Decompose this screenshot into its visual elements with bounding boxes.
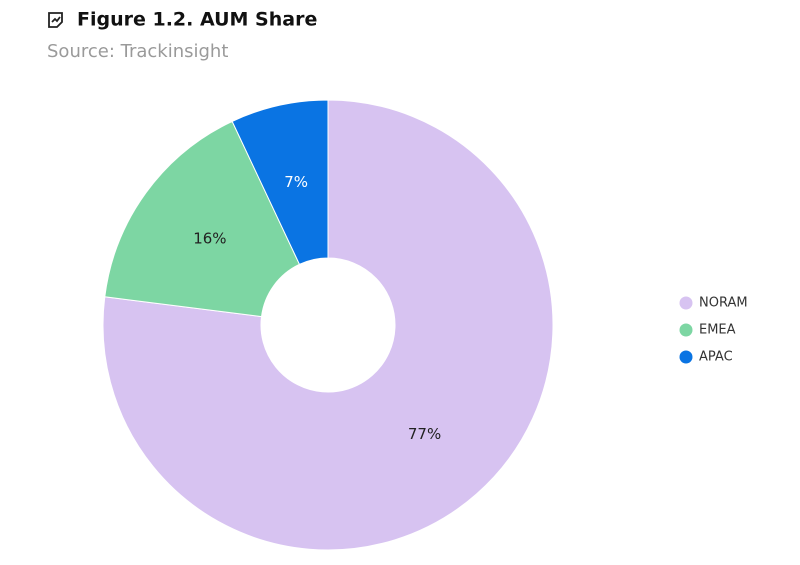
value-label: 7% <box>284 173 308 191</box>
legend-marker <box>679 350 693 364</box>
legend-marker <box>679 323 693 337</box>
value-label: 16% <box>193 230 226 248</box>
chart-subtitle: Source: Trackinsight <box>47 41 228 62</box>
slice <box>102 99 554 551</box>
legend-label: APAC <box>699 350 733 365</box>
chart-title: Figure 1.2. AUM Share <box>77 9 317 31</box>
slice <box>104 120 301 318</box>
legend-label: EMEA <box>699 323 736 338</box>
title-icon <box>48 12 63 28</box>
legend-marker <box>679 296 693 310</box>
slice <box>231 99 329 266</box>
legend-label: NORAM <box>699 296 748 311</box>
value-label: 77% <box>408 425 441 443</box>
